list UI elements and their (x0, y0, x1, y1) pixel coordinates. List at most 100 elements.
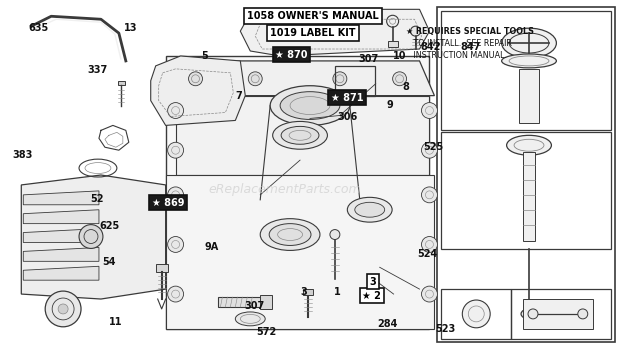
Circle shape (167, 286, 184, 302)
Polygon shape (24, 247, 99, 261)
Ellipse shape (270, 86, 350, 125)
Text: TO INSTALL.  SEE REPAIR: TO INSTALL. SEE REPAIR (405, 39, 512, 48)
Circle shape (330, 229, 340, 239)
Text: ★ 871: ★ 871 (331, 93, 363, 103)
Bar (523, 299, 593, 329)
Ellipse shape (502, 28, 556, 58)
Polygon shape (21, 175, 166, 299)
Polygon shape (241, 9, 430, 56)
Bar (218, 297, 264, 307)
Text: 52: 52 (91, 194, 104, 204)
Polygon shape (175, 96, 430, 175)
Text: 10: 10 (392, 51, 406, 61)
Text: 307: 307 (244, 301, 265, 311)
Circle shape (578, 309, 588, 319)
Ellipse shape (502, 54, 556, 68)
Text: 1058 OWNER'S MANUAL: 1058 OWNER'S MANUAL (247, 11, 379, 21)
Circle shape (167, 103, 184, 119)
Polygon shape (166, 175, 435, 329)
Circle shape (45, 291, 81, 327)
Text: 1019 LABEL KIT: 1019 LABEL KIT (270, 28, 356, 38)
Bar (335, 66, 374, 96)
Circle shape (188, 72, 203, 86)
Text: 8: 8 (402, 82, 409, 92)
Circle shape (410, 26, 420, 36)
Circle shape (248, 72, 262, 86)
Circle shape (167, 142, 184, 158)
Circle shape (58, 304, 68, 314)
Polygon shape (151, 56, 246, 125)
Polygon shape (24, 210, 99, 224)
Circle shape (79, 225, 103, 249)
Bar (519, 69, 539, 124)
Bar (388, 41, 397, 47)
Ellipse shape (280, 92, 340, 119)
Text: INSTRUCTION MANUAL.: INSTRUCTION MANUAL. (405, 51, 507, 60)
Circle shape (528, 309, 538, 319)
Text: ★ 869: ★ 869 (152, 198, 184, 208)
Text: 5: 5 (202, 51, 208, 61)
Bar (156, 264, 167, 272)
Text: 3: 3 (301, 287, 307, 297)
Circle shape (422, 237, 438, 252)
Text: 572: 572 (257, 327, 277, 337)
Text: 842: 842 (420, 42, 441, 52)
Circle shape (463, 300, 490, 328)
Circle shape (422, 142, 438, 158)
Text: 7: 7 (236, 91, 242, 101)
Text: 306: 306 (337, 112, 357, 122)
Bar (303, 289, 313, 295)
Ellipse shape (269, 224, 311, 245)
Ellipse shape (355, 202, 384, 217)
Bar (438, 7, 614, 342)
Text: 9: 9 (387, 100, 394, 110)
Ellipse shape (347, 197, 392, 222)
Bar (441, 132, 611, 250)
Circle shape (422, 286, 438, 302)
Text: 635: 635 (29, 23, 48, 33)
Text: ★ 870: ★ 870 (275, 50, 308, 60)
Text: 337: 337 (87, 65, 107, 75)
Text: ★ 2: ★ 2 (362, 291, 381, 300)
Bar (523, 152, 535, 241)
Circle shape (333, 72, 347, 86)
Text: 383: 383 (13, 150, 33, 161)
Ellipse shape (281, 126, 319, 144)
Circle shape (422, 103, 438, 119)
Text: 3: 3 (370, 276, 376, 287)
Circle shape (167, 187, 184, 203)
Circle shape (422, 187, 438, 203)
Ellipse shape (273, 121, 327, 149)
Polygon shape (24, 266, 99, 280)
Text: 524: 524 (417, 249, 437, 258)
Ellipse shape (260, 219, 320, 250)
Text: eReplacementParts.com: eReplacementParts.com (209, 184, 361, 196)
Polygon shape (166, 56, 430, 329)
Text: 625: 625 (99, 221, 120, 231)
Polygon shape (24, 191, 99, 205)
Text: 307: 307 (358, 54, 379, 64)
Text: 54: 54 (103, 257, 116, 267)
Ellipse shape (521, 309, 537, 319)
Ellipse shape (236, 312, 265, 326)
Text: 523: 523 (436, 324, 456, 334)
Text: 1: 1 (334, 287, 341, 297)
Bar (441, 289, 511, 339)
Bar (260, 295, 272, 309)
Circle shape (392, 72, 407, 86)
Text: ★ REQUIRES SPECIAL TOOLS: ★ REQUIRES SPECIAL TOOLS (405, 27, 534, 36)
Bar (511, 289, 611, 339)
Polygon shape (24, 229, 99, 243)
Text: 9A: 9A (204, 241, 218, 252)
Text: 525: 525 (423, 142, 443, 152)
Ellipse shape (507, 135, 551, 155)
Text: 11: 11 (109, 317, 122, 327)
Circle shape (387, 15, 399, 27)
Circle shape (167, 237, 184, 252)
Text: 847: 847 (460, 42, 481, 52)
Bar (118, 81, 125, 85)
Polygon shape (161, 61, 435, 96)
Text: 13: 13 (124, 23, 138, 33)
Bar (441, 11, 611, 130)
Text: 284: 284 (377, 319, 397, 329)
